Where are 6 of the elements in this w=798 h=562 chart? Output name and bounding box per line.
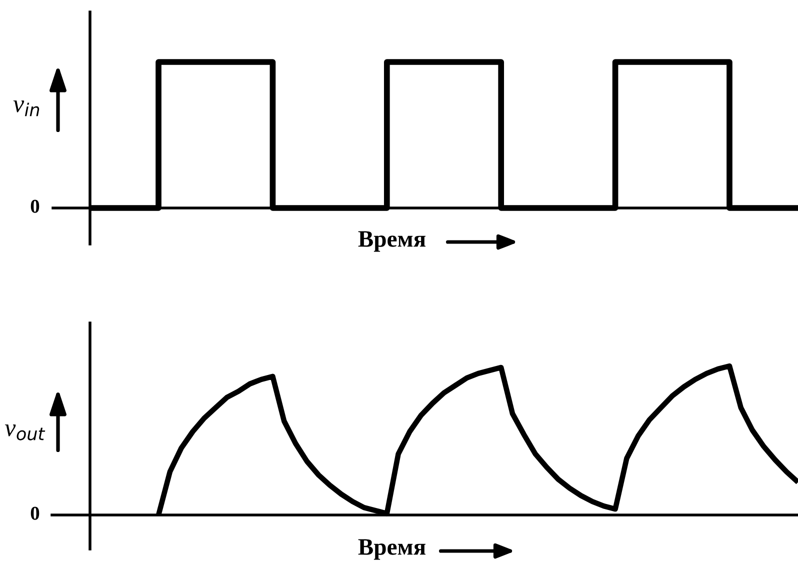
x-axis-title: Время	[358, 231, 426, 252]
text: 0	[30, 200, 40, 213]
y-axis-title: v$_{out}$	[4, 424, 46, 440]
text: 0	[30, 506, 40, 520]
x-axis-title: Время	[358, 539, 426, 560]
y-axis-title: v$_{in}$	[13, 100, 40, 116]
